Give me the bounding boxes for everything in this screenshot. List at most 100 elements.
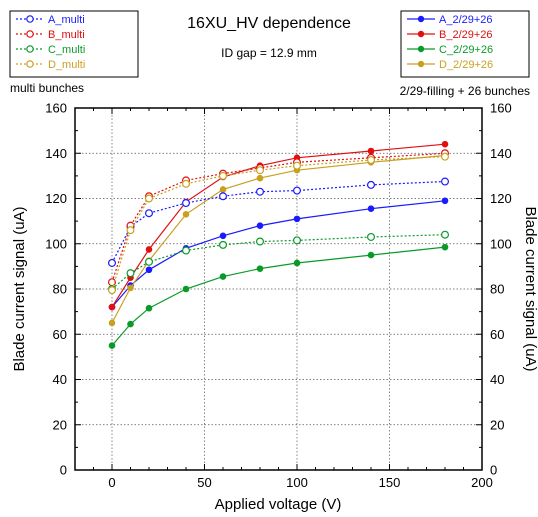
data-point bbox=[293, 259, 301, 267]
data-point bbox=[367, 251, 375, 259]
x-tick-label: 100 bbox=[286, 475, 308, 490]
series-line bbox=[111, 234, 446, 290]
y-tick-label-right: 100 bbox=[490, 236, 512, 251]
legend-marker bbox=[26, 45, 34, 53]
y-tick-label-left: 160 bbox=[45, 101, 67, 116]
data-point bbox=[182, 285, 190, 293]
data-point bbox=[145, 246, 153, 253]
data-point bbox=[367, 156, 376, 165]
y-tick-label-right: 160 bbox=[490, 101, 512, 116]
x-tick-label: 0 bbox=[108, 475, 115, 490]
series-multi-3 bbox=[107, 152, 450, 295]
legend-marker bbox=[26, 30, 34, 38]
data-point bbox=[441, 197, 449, 205]
y-tick-label-left: 100 bbox=[45, 236, 67, 251]
legend-label: C_2/29+26 bbox=[439, 44, 493, 56]
legend-label: C_multi bbox=[48, 44, 85, 56]
left-note: multi bunches bbox=[10, 81, 84, 95]
legend-item: D_2/29+26 bbox=[407, 59, 493, 71]
data-point bbox=[256, 187, 265, 196]
data-point bbox=[145, 209, 154, 218]
data-point bbox=[256, 265, 264, 272]
legend-marker bbox=[417, 15, 425, 23]
legend-multi: A_multi B_multi C_multi D_multi bbox=[9, 10, 139, 78]
data-point bbox=[367, 147, 375, 155]
data-point bbox=[127, 320, 134, 328]
data-point bbox=[219, 171, 228, 180]
x-tick-label: 150 bbox=[379, 475, 401, 490]
y-tick-label-left: 120 bbox=[45, 191, 67, 206]
series-line bbox=[111, 156, 446, 291]
data-point bbox=[441, 152, 450, 161]
legend-label: B_multi bbox=[48, 29, 85, 41]
data-point bbox=[219, 273, 227, 280]
legend-item: C_multi bbox=[16, 44, 85, 56]
data-point bbox=[182, 211, 190, 218]
data-point bbox=[219, 192, 228, 201]
data-point bbox=[107, 258, 116, 267]
right-note: 2/29-filling + 26 bunches bbox=[400, 84, 530, 98]
legend-item: A_2/29+26 bbox=[407, 14, 493, 26]
y-tick-label-left: 80 bbox=[53, 282, 67, 297]
y-axis-label-right: Blade current signal (uA) bbox=[522, 206, 538, 371]
y-tick-label-right: 60 bbox=[490, 327, 504, 342]
legend-marker bbox=[26, 60, 34, 68]
x-tick-label: 50 bbox=[197, 475, 211, 490]
data-point bbox=[126, 226, 135, 235]
y-tick-label-right: 40 bbox=[490, 372, 504, 387]
data-point bbox=[182, 246, 191, 255]
data-point bbox=[107, 286, 116, 295]
legend-marker bbox=[417, 60, 425, 68]
data-point bbox=[441, 230, 450, 239]
legend-marker bbox=[26, 15, 34, 23]
legend-label: D_multi bbox=[48, 59, 85, 71]
y-tick-label-left: 0 bbox=[60, 463, 67, 478]
data-point bbox=[293, 161, 302, 170]
data-point bbox=[145, 266, 153, 274]
data-point bbox=[145, 194, 154, 203]
y-tick-label-left: 20 bbox=[53, 417, 67, 432]
data-point bbox=[219, 232, 227, 240]
data-point bbox=[219, 186, 227, 193]
y-tick-label-right: 80 bbox=[490, 282, 504, 297]
data-point bbox=[182, 199, 191, 208]
legend-item: D_multi bbox=[16, 59, 85, 71]
data-point bbox=[367, 180, 376, 189]
y-tick-label-right: 140 bbox=[490, 146, 512, 161]
x-axis-label: Applied voltage (V) bbox=[215, 496, 342, 513]
data-point bbox=[256, 166, 265, 175]
legend-item: A_multi bbox=[16, 14, 85, 26]
legend-marker bbox=[417, 45, 425, 53]
data-point bbox=[293, 215, 301, 223]
data-point bbox=[256, 237, 265, 246]
data-point bbox=[108, 303, 116, 311]
data-point bbox=[293, 236, 302, 245]
chart-title: 16XU_HV dependence bbox=[187, 15, 351, 32]
data-point bbox=[182, 179, 191, 188]
series-multi-2 bbox=[107, 230, 450, 294]
y-tick-label-left: 140 bbox=[45, 146, 67, 161]
y-tick-label-right: 120 bbox=[490, 191, 512, 206]
axis-ticks: 0 0 20 20 40 40 60 60 80 80 100 100 120 120 140 140 160 1… bbox=[45, 101, 511, 491]
grid-lines bbox=[75, 108, 482, 470]
legend-label: B_2/29+26 bbox=[439, 29, 493, 41]
y-tick-label-left: 60 bbox=[53, 327, 67, 342]
series-filling-2 bbox=[108, 243, 449, 349]
legend-marker bbox=[417, 30, 425, 38]
data-point bbox=[367, 232, 376, 241]
data-point bbox=[219, 240, 228, 249]
data-point bbox=[256, 174, 264, 182]
data-point bbox=[127, 284, 134, 292]
series-line bbox=[111, 143, 446, 308]
data-point bbox=[441, 243, 449, 251]
series-line bbox=[111, 200, 446, 308]
series-filling-0 bbox=[108, 197, 449, 311]
legend-label: A_2/29+26 bbox=[439, 14, 493, 26]
y-axis-label: Blade current signal (uA) bbox=[11, 206, 28, 371]
data-point bbox=[126, 269, 135, 278]
legend-filling: A_2/29+26 B_2/29+26 C_2/29+26 D_2/29+26 bbox=[400, 10, 530, 78]
legend-label: A_multi bbox=[48, 14, 85, 26]
legend-item: C_2/29+26 bbox=[407, 44, 493, 56]
data-point bbox=[441, 140, 449, 148]
chart-subtitle: ID gap = 12.9 mm bbox=[221, 46, 317, 60]
